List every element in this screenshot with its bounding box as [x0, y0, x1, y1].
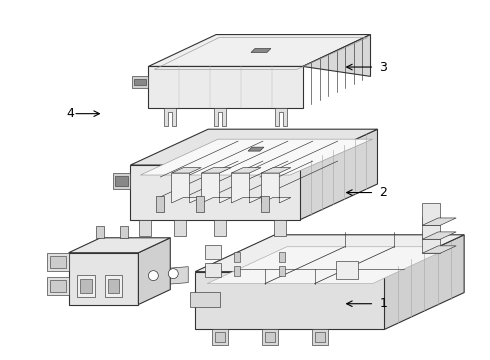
- Polygon shape: [261, 168, 291, 173]
- Polygon shape: [231, 168, 261, 173]
- Polygon shape: [47, 276, 69, 294]
- Circle shape: [148, 271, 158, 280]
- Text: 1: 1: [379, 297, 387, 310]
- Polygon shape: [138, 238, 171, 305]
- Polygon shape: [132, 76, 148, 88]
- Polygon shape: [156, 196, 164, 212]
- Polygon shape: [80, 279, 92, 293]
- Polygon shape: [251, 49, 271, 53]
- Text: 2: 2: [379, 186, 387, 199]
- Circle shape: [168, 269, 178, 279]
- Polygon shape: [134, 80, 147, 85]
- Polygon shape: [164, 108, 176, 126]
- Polygon shape: [195, 272, 385, 329]
- Polygon shape: [214, 220, 226, 236]
- Polygon shape: [121, 226, 128, 238]
- Polygon shape: [274, 220, 286, 236]
- Polygon shape: [279, 252, 285, 262]
- Polygon shape: [148, 35, 370, 67]
- Polygon shape: [50, 256, 66, 268]
- Polygon shape: [422, 231, 440, 253]
- Polygon shape: [113, 173, 130, 189]
- Polygon shape: [69, 253, 138, 305]
- Polygon shape: [422, 203, 440, 225]
- Polygon shape: [234, 252, 240, 262]
- Polygon shape: [337, 261, 358, 279]
- Polygon shape: [196, 196, 204, 212]
- Polygon shape: [205, 263, 221, 276]
- Polygon shape: [312, 329, 328, 345]
- Polygon shape: [422, 218, 456, 225]
- Polygon shape: [300, 129, 377, 220]
- Polygon shape: [303, 35, 370, 76]
- Polygon shape: [174, 220, 186, 236]
- Text: 4: 4: [67, 107, 74, 120]
- Polygon shape: [69, 238, 171, 253]
- Polygon shape: [130, 165, 300, 220]
- Polygon shape: [261, 173, 291, 203]
- Polygon shape: [140, 220, 151, 236]
- Polygon shape: [212, 329, 228, 345]
- Polygon shape: [422, 217, 440, 239]
- Text: 3: 3: [379, 60, 387, 73]
- Polygon shape: [130, 129, 377, 165]
- Polygon shape: [422, 232, 456, 239]
- Polygon shape: [214, 108, 226, 126]
- Polygon shape: [205, 245, 221, 259]
- Polygon shape: [148, 67, 303, 108]
- Polygon shape: [190, 292, 220, 306]
- Polygon shape: [141, 139, 372, 175]
- Polygon shape: [50, 280, 66, 292]
- Polygon shape: [115, 176, 128, 186]
- Polygon shape: [76, 275, 95, 297]
- Polygon shape: [138, 267, 188, 287]
- Polygon shape: [172, 168, 201, 173]
- Polygon shape: [275, 108, 287, 126]
- Polygon shape: [195, 235, 464, 272]
- Polygon shape: [207, 247, 452, 284]
- Polygon shape: [47, 253, 69, 271]
- Polygon shape: [107, 279, 120, 293]
- Polygon shape: [262, 329, 278, 345]
- Polygon shape: [172, 173, 201, 203]
- Polygon shape: [422, 246, 456, 253]
- Polygon shape: [104, 275, 122, 297]
- Polygon shape: [215, 332, 225, 342]
- Polygon shape: [201, 168, 231, 173]
- Polygon shape: [248, 147, 264, 151]
- Polygon shape: [231, 173, 261, 203]
- Polygon shape: [385, 235, 464, 329]
- Polygon shape: [234, 266, 240, 276]
- Polygon shape: [201, 173, 231, 203]
- Polygon shape: [265, 332, 275, 342]
- Polygon shape: [261, 196, 269, 212]
- Polygon shape: [315, 332, 325, 342]
- Polygon shape: [96, 226, 103, 238]
- Polygon shape: [279, 266, 285, 276]
